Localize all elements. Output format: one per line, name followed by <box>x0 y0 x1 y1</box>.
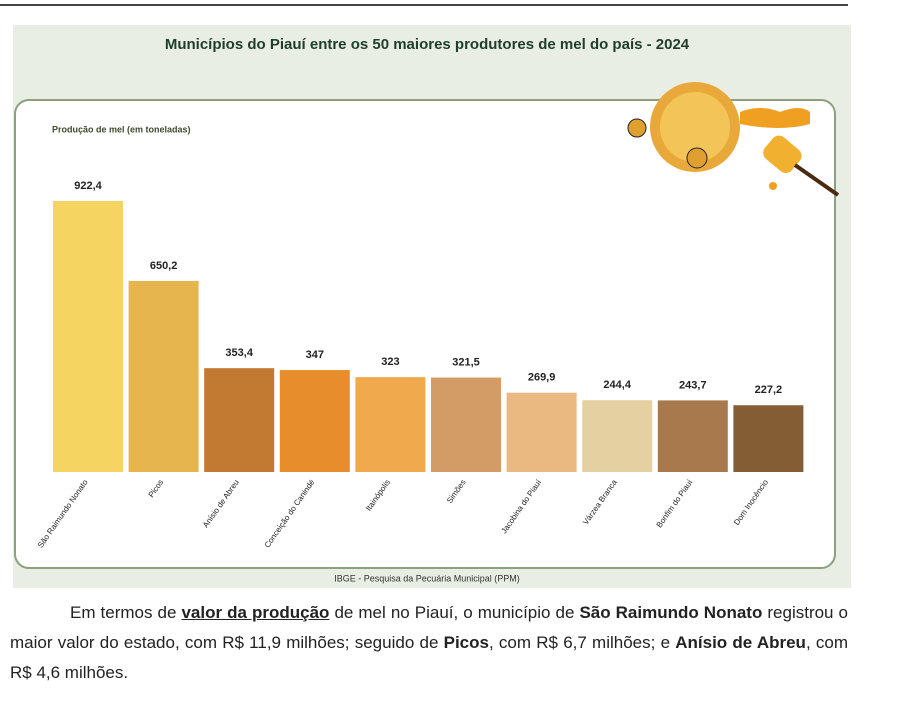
value-label: 922,4 <box>74 180 102 192</box>
text-run: Anísio de Abreu <box>675 633 806 652</box>
bar <box>355 377 426 472</box>
text-run: Picos <box>443 633 489 652</box>
bar <box>506 392 577 472</box>
bar <box>733 405 804 472</box>
bar <box>582 400 653 472</box>
bar <box>279 370 350 472</box>
text-run: São Raimundo Nonato <box>579 603 763 622</box>
subtitle: Produção de mel (em toneladas) <box>52 124 191 134</box>
text-run: registrou o maior valor do estado, com R… <box>10 603 848 652</box>
paragraph: Em termos de valor da produção de mel no… <box>10 598 848 688</box>
value-label: 650,2 <box>150 260 178 272</box>
chart-title: Municípios do Piauí entre os 50 maiores … <box>165 36 690 53</box>
value-label: 243,7 <box>679 379 707 391</box>
bar <box>431 377 501 472</box>
value-label: 323 <box>381 356 399 368</box>
value-label: 227,2 <box>755 384 783 396</box>
text-run: valor da produção <box>181 603 330 622</box>
text-run: Em termos de <box>70 603 182 622</box>
value-label: 347 <box>306 349 324 361</box>
text-run: , com R$ 4,6 milhões. <box>10 633 848 682</box>
bar <box>204 368 275 472</box>
value-label: 244,4 <box>603 379 631 391</box>
honey-decoration <box>627 82 840 197</box>
value-label: 353,4 <box>225 347 253 359</box>
value-label: 321,5 <box>452 357 480 369</box>
bar <box>53 201 123 472</box>
text-run: de mel no Piauí, o município de <box>329 603 580 622</box>
source: IBGE - Pesquisa da Pecuária Municipal (P… <box>334 573 520 583</box>
value-label: 269,9 <box>528 372 556 384</box>
text-run: , com R$ 6,7 milhões; e <box>488 633 676 652</box>
chart: Municípios do Piauí entre os 50 maiores … <box>0 4 851 588</box>
bar <box>128 280 199 472</box>
bar <box>657 400 728 472</box>
